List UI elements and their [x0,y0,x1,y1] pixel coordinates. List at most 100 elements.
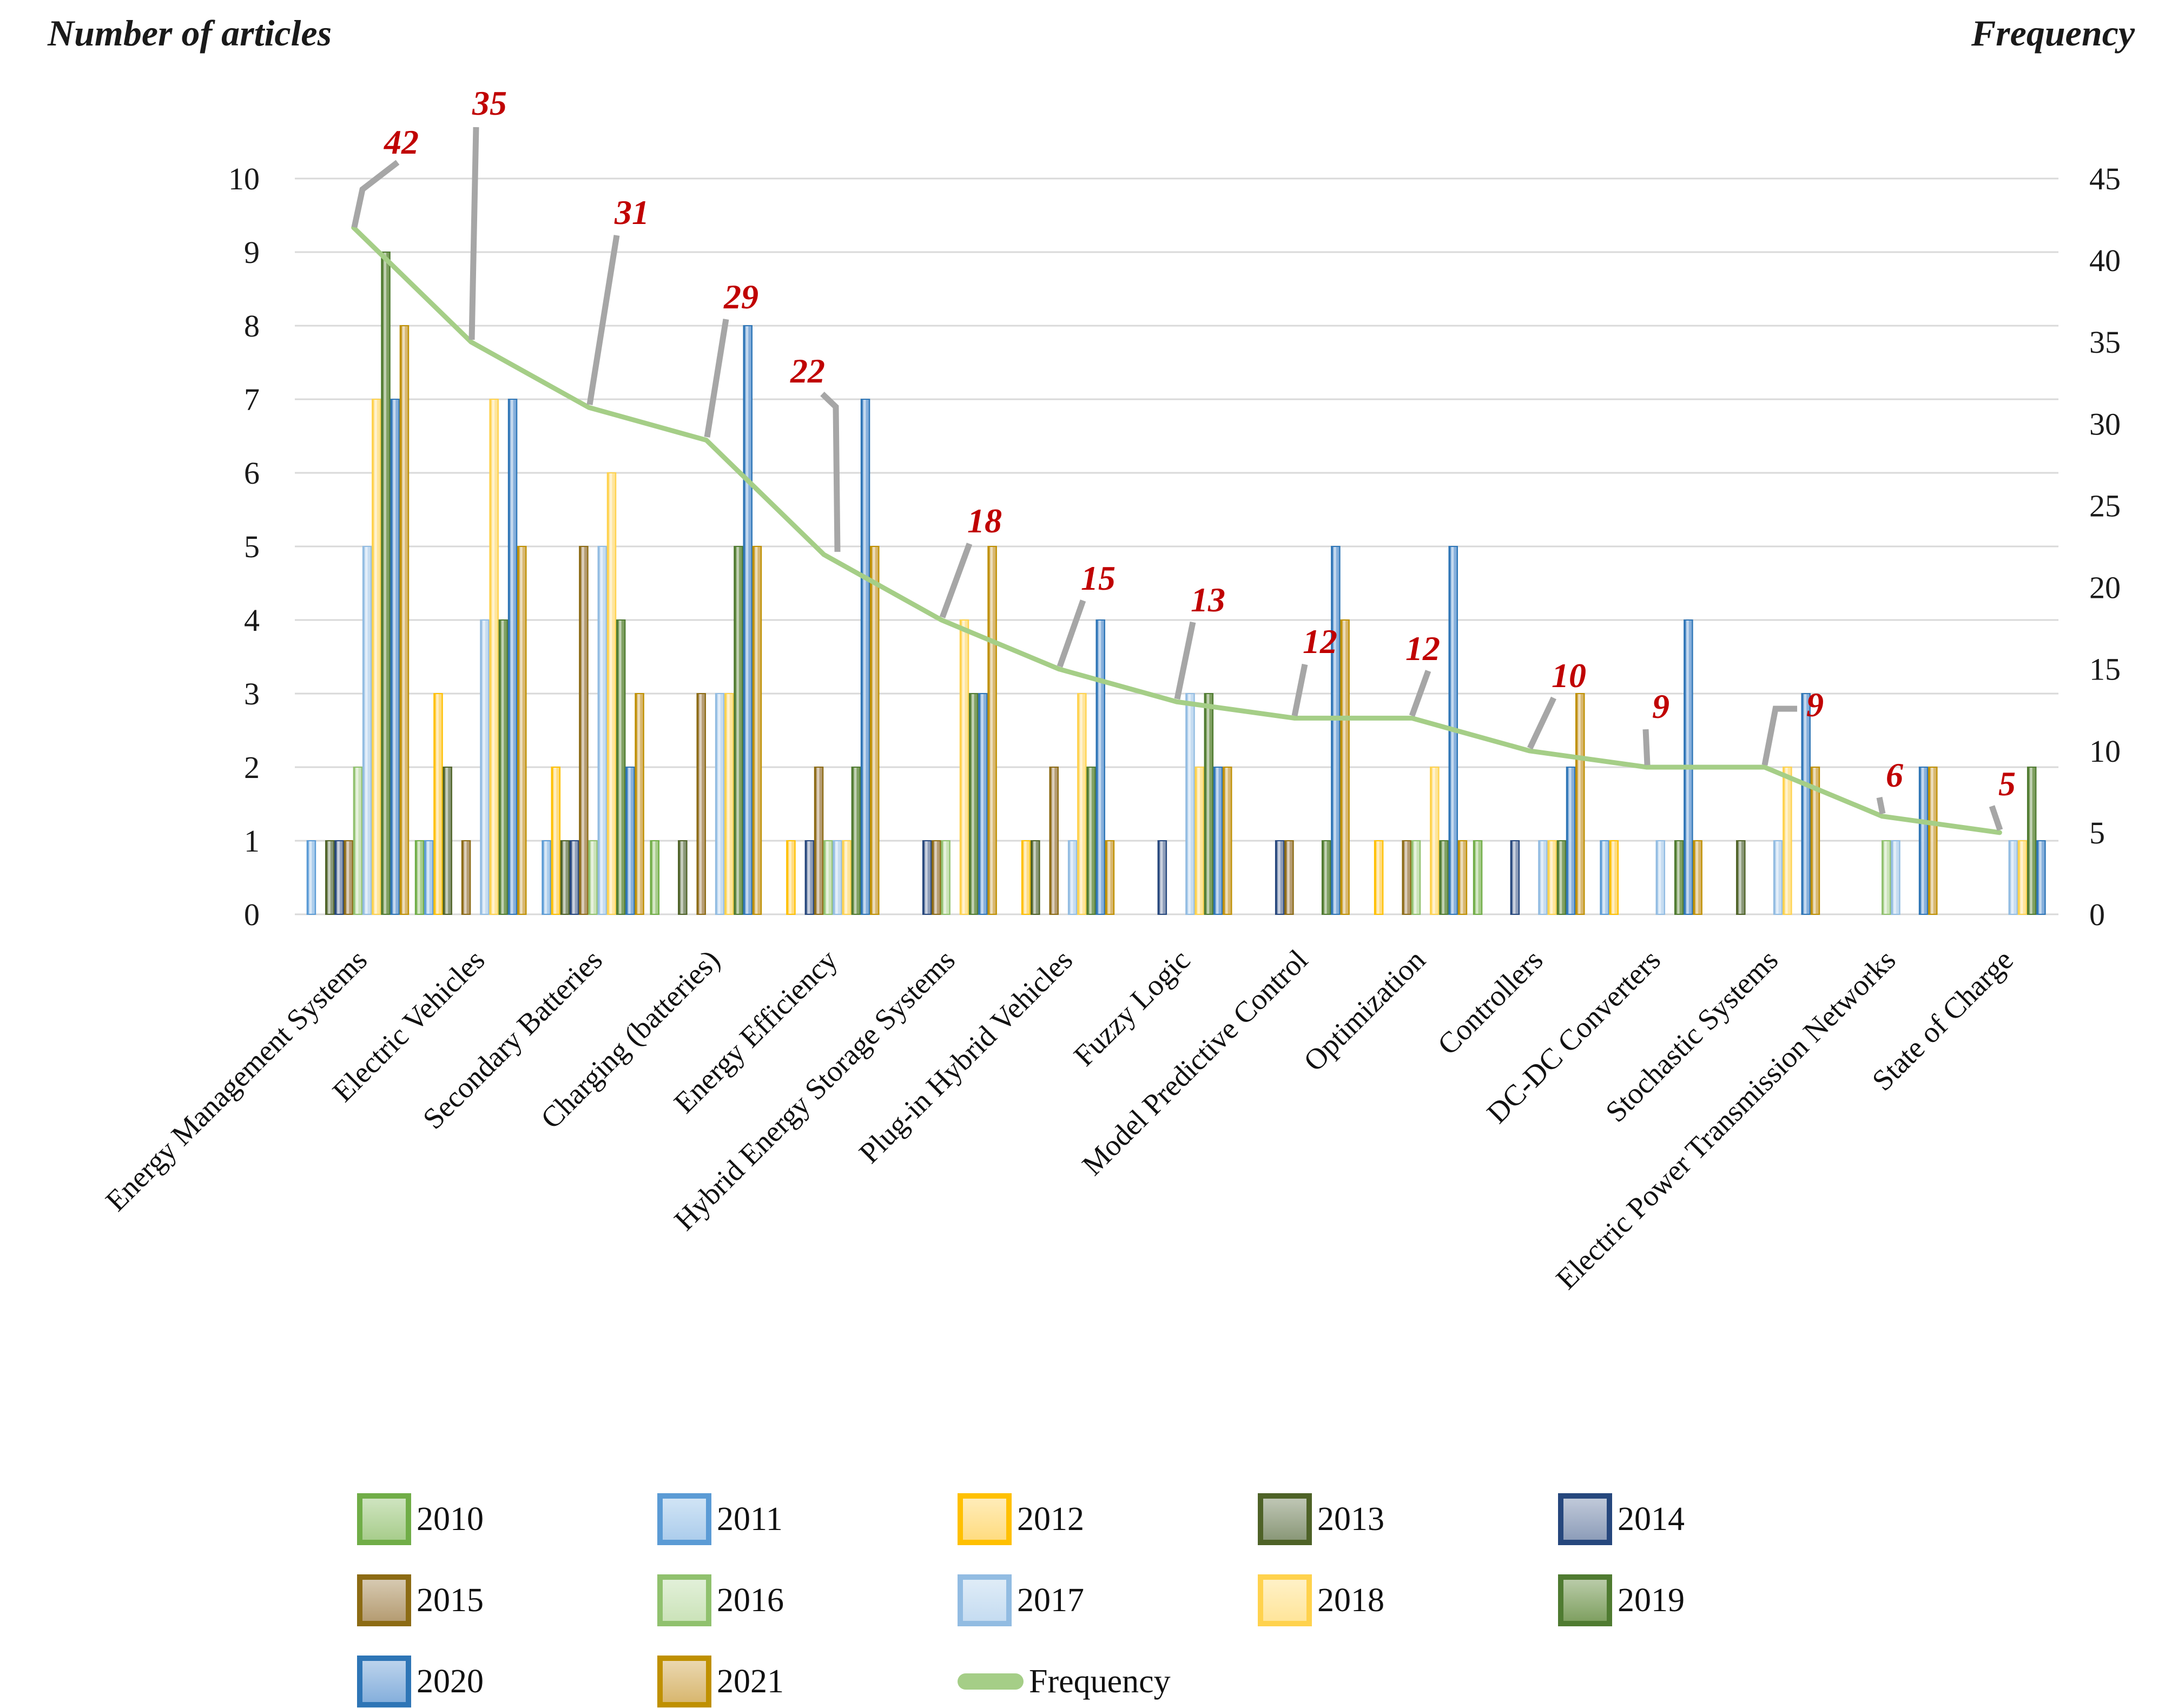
left-axis-tick: 2 [244,750,260,785]
bar-2018 [2017,840,2028,915]
legend-swatch-2012 [958,1493,1012,1545]
left-axis-tick: 3 [244,676,260,711]
label-leader-line [1989,805,2003,831]
bar-2020 [1801,693,1811,915]
legend-item-2012: 2012 [958,1487,1084,1552]
bar-2017 [833,840,842,915]
bar-2021 [1457,840,1468,915]
right-axis-tick: 40 [2089,243,2121,278]
bar-2018 [372,399,381,915]
legend-label: 2019 [1618,1581,1685,1619]
bar-2015 [344,840,353,915]
frequency-data-label: 12 [1303,622,1337,661]
right-axis-tick: 25 [2089,488,2121,523]
bar-2021 [752,546,762,915]
bar-2019 [1204,693,1214,915]
bar-2020 [1213,767,1223,915]
bar-2015 [1049,767,1059,915]
label-leader-line [351,160,400,228]
bar-2021 [1810,767,1820,915]
bar-2016 [1882,840,1891,915]
frequency-data-label: 5 [1998,764,2016,803]
bar-2014 [1510,840,1520,915]
bar-2016 [941,840,951,915]
label-leader-line [468,127,479,340]
label-leader-line [1642,729,1651,766]
legend-label: 2018 [1317,1581,1384,1619]
bar-2020 [1918,767,1929,915]
bar-2018 [1430,767,1440,915]
label-leader-line [820,392,841,552]
left-axis-tick: 9 [244,235,260,270]
legend-label: 2014 [1618,1500,1685,1538]
legend-label: 2015 [417,1581,484,1619]
frequency-line [351,225,2002,835]
right-axis-tick: 5 [2089,815,2105,850]
legend-label: 2020 [417,1663,484,1700]
legend-swatch-2010 [357,1493,411,1545]
bar-2012 [1021,840,1031,915]
chart-canvas: 0123456789100510152025303540454235312922… [99,84,2121,1296]
bar-2017 [480,619,490,915]
legend-item-2017: 2017 [958,1568,1084,1633]
bar-2020 [1566,767,1576,915]
left-axis-tick: 5 [244,529,260,564]
left-axis-title: Number of articles [48,12,332,54]
legend-item-2015: 2015 [357,1568,484,1633]
bar-2013 [325,840,335,915]
legend-label: 2021 [717,1663,784,1700]
bar-2015 [932,840,941,915]
label-leader-line [1057,599,1086,668]
bar-2018 [606,472,617,915]
legend-swatch-2021 [657,1656,711,1707]
category-label: Model Predictive Control [1075,943,1314,1182]
legend-swatch-2019 [1558,1574,1612,1626]
bar-2013 [1031,840,1040,915]
label-leader-line [1174,621,1196,700]
frequency-data-label: 9 [1806,685,1824,724]
bar-2021 [1928,767,1938,915]
bar-2018 [959,619,969,915]
bar-2018 [1194,767,1204,915]
frequency-data-label: 6 [1886,756,1903,794]
frequency-data-label: 29 [723,278,758,316]
bar-2016 [1411,840,1421,915]
bar-2021 [870,546,880,915]
bar-2017 [1655,840,1666,915]
bar-2011 [542,840,551,915]
bar-2010 [414,840,425,915]
legend-item-2013: 2013 [1258,1487,1384,1552]
bar-2019 [734,546,743,915]
bar-2013 [443,767,452,915]
legend-swatch-2011 [657,1493,711,1545]
legend-swatch-2014 [1558,1493,1612,1545]
bar-2020 [743,325,753,915]
bar-2019 [498,619,509,915]
left-axis-tick: 10 [228,161,260,196]
left-axis-tick: 1 [244,823,260,859]
bar-2017 [362,546,372,915]
legend-swatch-2018 [1258,1574,1312,1626]
bar-2021 [635,693,644,915]
bar-2020 [1095,619,1105,915]
frequency-data-label: 35 [472,84,507,122]
bar-2012 [1609,840,1619,915]
legend-label: 2017 [1017,1581,1084,1619]
legend-item-2021: 2021 [657,1649,784,1708]
label-leader-line [1409,670,1431,717]
category-label: Plug-in Hybrid Vehicles [853,943,1079,1169]
legend-swatch-2020 [357,1656,411,1707]
legend-label: 2012 [1017,1500,1084,1538]
bar-2017 [2008,840,2018,915]
bar-2015 [579,546,589,915]
bar-2019 [381,252,391,915]
bar-2021 [1693,840,1702,915]
frequency-data-label: 13 [1191,581,1225,619]
label-leader-line [586,235,620,405]
bar-2019 [1086,767,1096,915]
bar-2011 [306,840,316,915]
bar-2014 [804,840,815,915]
bar-2018 [489,399,499,915]
left-axis-tick: 4 [244,603,260,638]
right-axis-tick: 30 [2089,406,2121,441]
